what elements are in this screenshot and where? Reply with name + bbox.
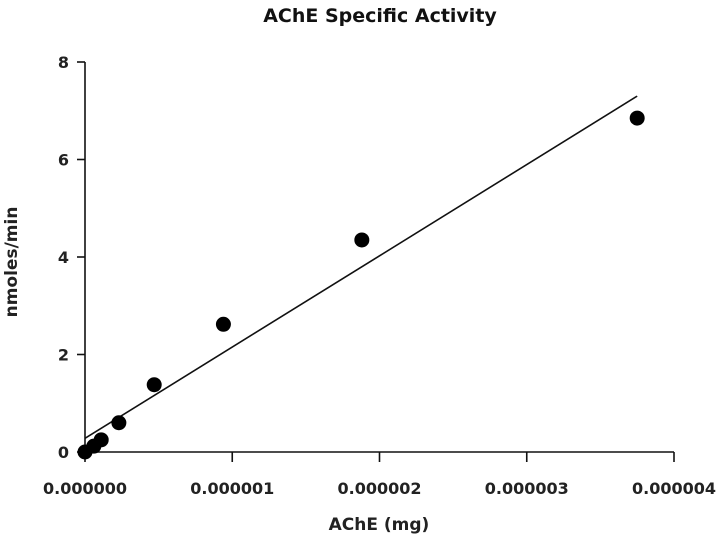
y-ticks: 0 2 4 6 8 [58,53,85,462]
x-tick-label: 0.000003 [485,479,569,498]
data-point [629,110,645,126]
data-point [146,377,162,393]
y-tick-label: 4 [58,248,69,267]
x-tick-label: 0.000004 [632,479,716,498]
x-tick-label: 0.000000 [43,479,127,498]
data-point [354,232,370,248]
x-ticks: 0.000000 0.000001 0.000002 0.000003 0.000004 [43,452,716,498]
x-axis-label: AChE (mg) [329,515,430,535]
y-tick-label: 2 [58,346,69,365]
y-tick-label: 8 [58,53,69,72]
trendline-segment [84,95,638,440]
data-point [93,432,109,448]
trendline [84,95,638,440]
y-tick-label: 6 [58,151,69,170]
x-tick-label: 0.000001 [190,479,274,498]
x-tick-label: 0.000002 [337,479,421,498]
y-axis-label: nmoles/min [2,207,22,318]
data-points [77,110,645,460]
y-tick-label: 0 [58,443,69,462]
data-point [111,415,127,431]
chart-title: AChE Specific Activity [263,5,497,27]
data-point [215,316,231,332]
